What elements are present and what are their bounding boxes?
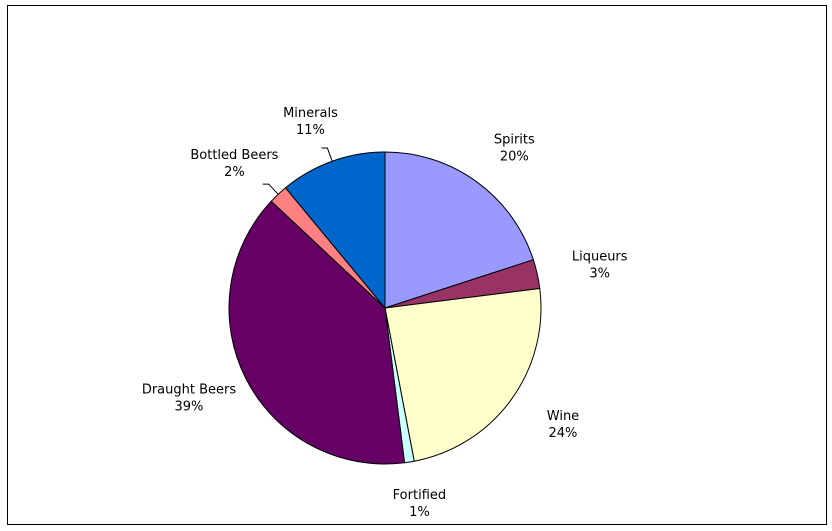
slice-label: Spirits: [494, 132, 535, 147]
pie-slice: [284, 151, 386, 310]
slice-label: Draught Beers: [142, 382, 237, 397]
slice-value-label: 2%: [224, 165, 245, 180]
slice-value-label: 39%: [175, 399, 204, 414]
slice-label: Wine: [547, 409, 579, 424]
leader-line: [262, 183, 279, 195]
slice-value-label: 11%: [296, 123, 325, 138]
pie-slice: [228, 200, 406, 465]
slice-value-label: 24%: [549, 426, 578, 441]
slice-value-label: 20%: [500, 149, 529, 164]
slice-label: Bottled Beers: [190, 148, 278, 163]
slice-label: Liqueurs: [572, 249, 628, 264]
leader-line: [321, 147, 333, 162]
slice-label: Minerals: [283, 106, 338, 121]
pie-slice: [384, 151, 534, 309]
slice-value-label: 3%: [589, 266, 610, 281]
slice-label: Fortified: [393, 488, 446, 503]
pie-slice: [384, 287, 542, 462]
slice-value-label: 1%: [409, 505, 430, 520]
